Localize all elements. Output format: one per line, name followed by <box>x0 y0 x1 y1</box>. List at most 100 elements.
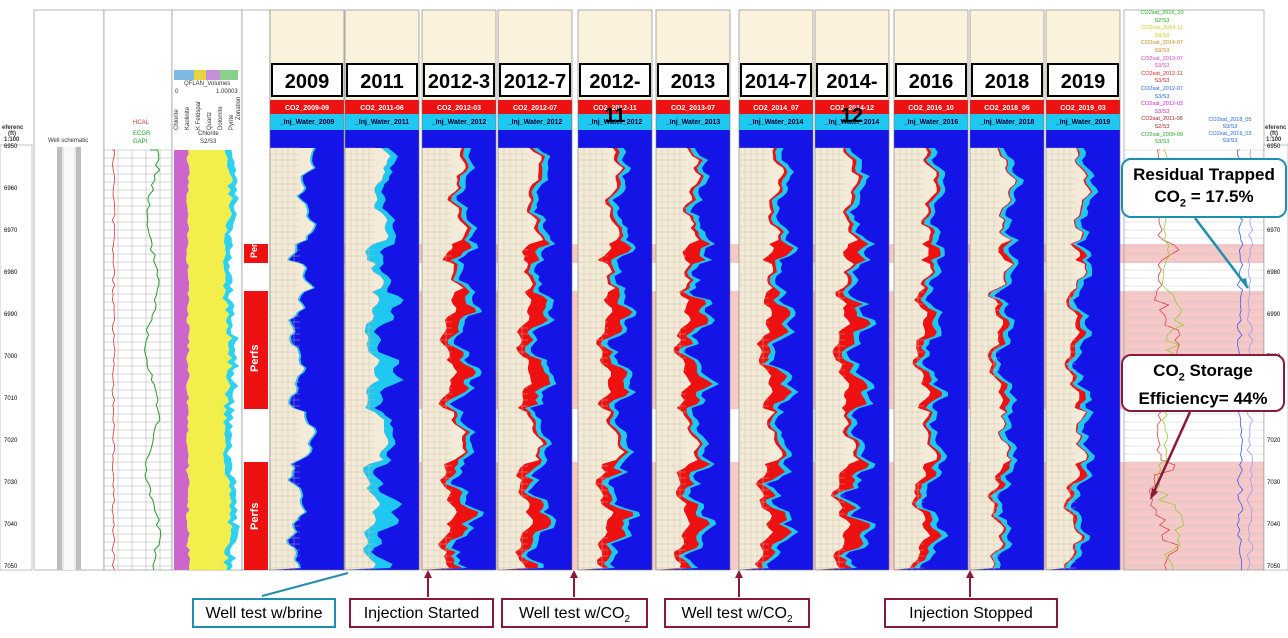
timelapse-track-2012-3: CO2_2012-03 _Inj_Water_2012 <box>421 9 497 571</box>
year-label-2016: 2016 <box>895 63 967 97</box>
depth-tick-left: 7050 <box>4 564 18 570</box>
saturation-legend-item: S3/S3 <box>1154 139 1170 146</box>
saturation-legend-item: CO2sat_2012-03 <box>1141 101 1183 108</box>
timelapse-track-2016: CO2_2016_10 _Inj_Water_2016 <box>893 9 969 571</box>
saturation-legend-item: S2/S3 <box>1154 124 1170 130</box>
depth-tick-right: 6990 <box>1267 312 1281 318</box>
year-label-2019: 2019 <box>1047 63 1119 97</box>
saturation-legend-item: S3/S3 <box>1154 63 1170 70</box>
residual-line1: Residual Trapped <box>1133 165 1275 184</box>
injection-started-label: Injection Started <box>349 598 494 628</box>
depth-tick-left: 6960 <box>4 186 18 192</box>
saturation-legend-item: CO2sat_2014-11 <box>1141 25 1183 32</box>
timelapse-track-2009: CO2_2009-09 _Inj_Water_2009 <box>269 9 345 571</box>
volumes-header: QFLAN_Volumes <box>184 81 231 87</box>
gapi-header: GAPI <box>133 139 148 145</box>
perfs-label-3: Perfs <box>249 502 261 530</box>
injection-stopped-label: Injection Stopped <box>884 598 1058 628</box>
co2-track-label: CO2_2012-07 <box>513 105 557 112</box>
well-test-co2-text-2: Well test w/CO <box>681 605 787 622</box>
volumes-scale-min: 0 <box>175 89 179 95</box>
year-label-2013: 2013 <box>657 63 729 97</box>
injection-stopped-text: Injection Stopped <box>909 605 1033 622</box>
year-label-2011: 2011 <box>346 63 418 97</box>
inj-water-track-label: _Inj_Water_2019 <box>1055 119 1111 126</box>
well-test-brine-label: Well test w/brine <box>192 598 336 628</box>
depth-tick-right: 7020 <box>1267 438 1281 444</box>
co2-track-label: CO2_2012-11 <box>593 105 637 112</box>
mineral-label: Dolomite <box>218 106 224 130</box>
inj-water-track-label: _Inj_Water_2011 <box>354 119 409 126</box>
storage-efficiency-callout: CO2 Storage Efficiency= 44% <box>1121 354 1285 412</box>
depth-header-unit-right: (ft) <box>1270 131 1278 137</box>
timelapse-track-2013: CO2_2013-07 _Inj_Water_2013 <box>655 9 731 571</box>
co2-track-label: CO2_2012-03 <box>437 105 481 112</box>
callout-connectors <box>261 217 1249 597</box>
injection-started-text: Injection Started <box>363 605 480 622</box>
timelapse-track-2019: CO2_2019_03 _Inj_Water_2019 <box>1045 9 1121 571</box>
co2-track-label: CO2_2014_07 <box>753 105 799 112</box>
mineral-label: Kaolinite <box>185 106 191 130</box>
well-test-co2-sub-2: 2 <box>786 614 793 626</box>
depth-tick-right: 7050 <box>1267 564 1281 570</box>
saturation-legend-item: S3/S3 <box>1154 108 1170 115</box>
depth-tick-right: 6980 <box>1267 270 1281 276</box>
inj-water-track-label: _Inj_Water_2014 <box>824 119 880 126</box>
depth-tick-left: 6950 <box>4 144 18 150</box>
residual-trapped-callout: Residual Trapped CO2 = 17.5% <box>1121 158 1287 218</box>
inj-water-track-label: _Inj_Water_2013 <box>665 119 721 126</box>
timelapse-track-2012-11: CO2_2012-11 _Inj_Water_2012 <box>577 9 653 571</box>
depth-header-ref: eferenc <box>2 125 24 131</box>
depth-tick-left: 7040 <box>4 522 18 528</box>
depth-tick-right: 6970 <box>1267 228 1281 234</box>
saturation-legend-item-2: S3/S3 <box>1222 138 1238 144</box>
co2-track-label: CO2_2019_03 <box>1060 105 1106 112</box>
timelapse-track-2014-12: CO2_2014-12 _Inj_Water_2014 <box>814 9 890 571</box>
depth-tick-right: 7040 <box>1267 522 1281 528</box>
year-label-2018: 2018 <box>971 63 1043 97</box>
saturation-legend-item: S3/S3 <box>1154 48 1170 54</box>
well-test-co2-text-1: Well test w/CO <box>518 605 625 622</box>
inj-water-track-label: _Inj_Water_2012 <box>431 119 487 126</box>
well-test-co2-sub-1: 2 <box>624 614 631 626</box>
perfs-label-1: Perfs <box>249 235 259 258</box>
residual-sub: 2 <box>1179 197 1187 210</box>
zonation-track <box>241 9 271 571</box>
inj-water-track-label: _Inj_Water_2012 <box>587 119 643 126</box>
mineral-label: Pyrite <box>229 114 235 130</box>
inj-water-track-label: _Inj_Water_2012 <box>507 119 563 126</box>
perfs-label-2: Perfs <box>249 344 261 372</box>
year-label-2014-7: 2014-7 <box>740 63 812 97</box>
saturation-legend-item: CO2sat_2012-11 <box>1141 70 1183 77</box>
year-label-2012-3: 2012-3 <box>423 63 495 97</box>
year-label-2012-11: 2012-11 <box>579 63 651 127</box>
storage-sub: 2 <box>1178 371 1185 384</box>
depth-header-scale: 1:100 <box>4 137 20 143</box>
co2-track-label: CO2_2016_10 <box>908 105 954 112</box>
residual-value: = 17.5% <box>1186 187 1254 206</box>
depth-header-unit: (ft) <box>8 131 16 137</box>
inj-water-track-label: _Inj_Water_2016 <box>903 119 959 126</box>
depth-tick-left: 6990 <box>4 312 18 318</box>
co2-track-label: CO2_2011-06 <box>360 105 404 112</box>
co2-track-label: CO2_2013-07 <box>671 105 715 112</box>
co2-track-label: CO2_2014-12 <box>830 105 874 112</box>
zonation-header: Zonation <box>236 96 242 120</box>
mineral-volumes-track <box>171 9 243 571</box>
depth-track-left <box>0 144 33 571</box>
saturation-legend-item: CO2sat_2013-07 <box>1141 55 1183 62</box>
co2-track-label: CO2_2018_05 <box>984 105 1030 112</box>
gamma-ray-track <box>103 9 173 571</box>
saturation-legend-item: CO2sat_2014-07 <box>1141 40 1183 47</box>
chlorite-header: Chlorite <box>198 131 219 137</box>
saturation-legend-item: S3/S3 <box>1154 78 1170 85</box>
depth-header-ref-right: eferenc <box>1265 125 1287 131</box>
saturation-legend-item-2: S3/S3 <box>1222 124 1238 130</box>
saturation-legend-item: CO2sat_2011-06 <box>1141 116 1183 123</box>
storage-co2: CO <box>1153 361 1179 380</box>
co2-track-label: CO2_2009-09 <box>285 105 329 112</box>
well-test-co2-label-2: Well test w/CO2 <box>664 598 810 628</box>
hcal-header: HCAL <box>133 120 150 126</box>
mineral-label: K Feldspar <box>196 100 202 130</box>
depth-tick-left: 7030 <box>4 480 18 486</box>
